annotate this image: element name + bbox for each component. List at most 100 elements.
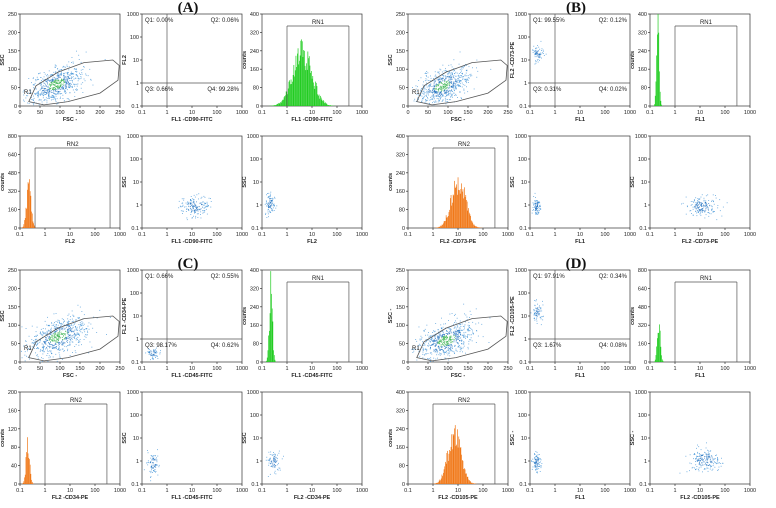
event-dot (439, 82, 441, 84)
event-dot (536, 466, 538, 468)
histogram-bin (449, 450, 450, 484)
event-dot (467, 334, 469, 336)
event-dot (458, 329, 460, 331)
histogram-bin (453, 195, 455, 228)
event-dot (699, 458, 701, 459)
event-dot (274, 466, 276, 468)
histogram-bin (315, 81, 316, 106)
event-dot (429, 341, 431, 343)
event-dot (44, 90, 46, 92)
event-dot (459, 92, 461, 93)
event-dot (446, 81, 448, 82)
event-dot (443, 337, 445, 339)
event-dot (435, 323, 437, 324)
histogram-bin (654, 104, 655, 106)
event-dot (33, 101, 35, 103)
event-dot (269, 206, 271, 208)
event-dot (73, 78, 75, 80)
event-dot (33, 341, 35, 343)
event-dot (701, 203, 703, 204)
event-dot (46, 82, 48, 84)
event-dot (64, 77, 65, 79)
event-dot (697, 456, 699, 457)
x-tick-label: 0 (406, 366, 409, 372)
event-dot (541, 463, 543, 464)
event-dot (427, 345, 429, 347)
event-dot (57, 329, 58, 331)
event-dot (36, 79, 38, 81)
event-dot (43, 79, 45, 81)
event-dot (450, 330, 452, 332)
x-tick-label: 10 (189, 488, 195, 494)
event-dot (705, 202, 707, 204)
event-dot (458, 331, 460, 332)
event-dot (448, 333, 450, 335)
event-dot (454, 326, 456, 328)
x-axis-label: FL1 (575, 373, 585, 379)
event-dot (545, 53, 547, 55)
event-dot (537, 53, 539, 54)
event-dot (77, 336, 79, 338)
event-dot (85, 328, 87, 330)
event-dot (537, 201, 539, 203)
event-dot (196, 201, 197, 203)
event-dot (446, 344, 448, 346)
event-dot (533, 309, 535, 310)
event-dot (532, 52, 534, 53)
event-dot (76, 333, 78, 335)
event-dot (461, 329, 463, 331)
event-dot (428, 94, 429, 96)
event-dot (704, 205, 706, 207)
event-dot (60, 69, 62, 70)
event-dot (706, 442, 707, 444)
event-dot (44, 342, 46, 344)
event-dot (431, 339, 433, 341)
event-dot (540, 308, 542, 310)
event-dot (435, 350, 437, 352)
event-dot (188, 210, 190, 211)
x-tick-label: 50 (425, 110, 431, 116)
event-dot (454, 327, 456, 329)
event-dot (460, 340, 462, 341)
event-dot (265, 202, 267, 204)
histogram-bin (471, 220, 472, 228)
event-dot (447, 94, 449, 96)
event-dot (424, 87, 426, 89)
event-dot (74, 337, 75, 339)
event-dot (709, 457, 711, 459)
event-dot (456, 339, 457, 341)
event-dot (432, 344, 434, 346)
histogram-bin (458, 436, 460, 484)
event-dot (708, 209, 709, 211)
event-dot (40, 361, 41, 363)
event-dot (704, 217, 706, 219)
event-dot (464, 335, 466, 337)
event-dot (466, 80, 467, 82)
x-tick-label: 1000 (236, 110, 248, 116)
histogram-bin (271, 308, 273, 362)
x-tick-label: 100 (212, 232, 221, 238)
histogram-bin (320, 97, 322, 106)
x-axis-label: FL1 -CD45-FITC (291, 373, 332, 379)
histogram-bin (309, 65, 311, 106)
histogram-bin (440, 478, 442, 484)
histogram-bin (454, 425, 456, 484)
event-dot (53, 337, 55, 339)
event-dot (446, 89, 448, 91)
event-dot (277, 469, 279, 471)
event-dot (55, 343, 57, 345)
event-dot (446, 350, 447, 352)
y-tick-label: 1000 (127, 268, 139, 274)
event-dot (152, 458, 154, 459)
event-dot (708, 212, 710, 213)
event-dot (442, 74, 443, 76)
event-dot (457, 83, 459, 85)
event-dot (539, 48, 541, 50)
event-dot (88, 322, 90, 324)
event-dot (268, 464, 270, 466)
event-dot (272, 466, 274, 468)
event-dot (707, 452, 709, 454)
histogram-bin (446, 453, 448, 484)
x-tick-label: 10 (309, 488, 315, 494)
y-tick-label: 150 (396, 49, 405, 55)
